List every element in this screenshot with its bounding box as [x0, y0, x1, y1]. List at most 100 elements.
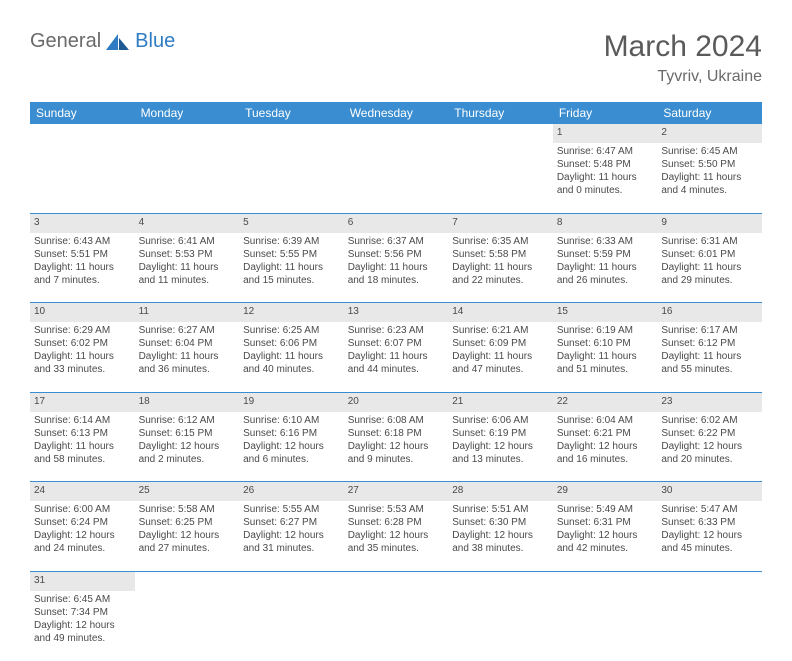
day-detail-line: and 36 minutes. — [139, 363, 236, 376]
day-number-cell: 18 — [135, 392, 240, 412]
day-number-cell: 19 — [239, 392, 344, 412]
day-cell — [239, 143, 344, 213]
day-detail-line: Sunrise: 6:23 AM — [348, 324, 445, 337]
month-title: March 2024 — [604, 30, 762, 64]
day-number-cell — [30, 124, 135, 143]
day-cell: Sunrise: 6:10 AMSunset: 6:16 PMDaylight:… — [239, 412, 344, 482]
day-number-cell: 10 — [30, 303, 135, 323]
day-number-cell: 8 — [553, 213, 658, 233]
day-detail-line: Daylight: 11 hours — [34, 440, 131, 453]
day-detail-line: Daylight: 11 hours — [661, 350, 758, 363]
day-detail-line: Daylight: 11 hours — [243, 261, 340, 274]
day-cell: Sunrise: 6:41 AMSunset: 5:53 PMDaylight:… — [135, 233, 240, 303]
day-number-cell: 25 — [135, 482, 240, 502]
day-detail-line: and 2 minutes. — [139, 453, 236, 466]
day-detail-line: Daylight: 11 hours — [661, 261, 758, 274]
day-detail-line: Daylight: 11 hours — [557, 350, 654, 363]
day-cell — [239, 591, 344, 661]
day-detail-line: Daylight: 11 hours — [34, 350, 131, 363]
day-number-cell — [657, 571, 762, 591]
day-number-cell: 17 — [30, 392, 135, 412]
day-number-cell: 30 — [657, 482, 762, 502]
day-data-row: Sunrise: 6:45 AMSunset: 7:34 PMDaylight:… — [30, 591, 762, 661]
day-number-cell: 1 — [553, 124, 658, 143]
day-detail-line: Sunrise: 5:47 AM — [661, 503, 758, 516]
day-number-cell: 15 — [553, 303, 658, 323]
day-detail-line: and 20 minutes. — [661, 453, 758, 466]
weekday-header: Friday — [553, 102, 658, 124]
day-cell: Sunrise: 6:08 AMSunset: 6:18 PMDaylight:… — [344, 412, 449, 482]
day-number-cell: 3 — [30, 213, 135, 233]
day-detail-line: and 13 minutes. — [452, 453, 549, 466]
day-cell: Sunrise: 6:27 AMSunset: 6:04 PMDaylight:… — [135, 322, 240, 392]
day-cell: Sunrise: 6:33 AMSunset: 5:59 PMDaylight:… — [553, 233, 658, 303]
day-detail-line: Daylight: 12 hours — [348, 529, 445, 542]
day-detail-line: Sunset: 6:31 PM — [557, 516, 654, 529]
weekday-header: Saturday — [657, 102, 762, 124]
day-cell: Sunrise: 5:53 AMSunset: 6:28 PMDaylight:… — [344, 501, 449, 571]
day-detail-line: Sunrise: 5:49 AM — [557, 503, 654, 516]
day-detail-line: and 49 minutes. — [34, 632, 131, 645]
day-number-cell: 5 — [239, 213, 344, 233]
day-detail-line: Sunrise: 6:43 AM — [34, 235, 131, 248]
day-detail-line: Sunset: 6:18 PM — [348, 427, 445, 440]
day-detail-line: and 22 minutes. — [452, 274, 549, 287]
daynum-row: 10111213141516 — [30, 303, 762, 323]
day-number-cell: 6 — [344, 213, 449, 233]
day-cell: Sunrise: 6:00 AMSunset: 6:24 PMDaylight:… — [30, 501, 135, 571]
day-detail-line: and 51 minutes. — [557, 363, 654, 376]
daynum-row: 12 — [30, 124, 762, 143]
day-detail-line: Sunset: 6:27 PM — [243, 516, 340, 529]
day-detail-line: Sunset: 6:10 PM — [557, 337, 654, 350]
brand-text-1: General — [30, 30, 101, 53]
day-detail-line: Sunset: 6:01 PM — [661, 248, 758, 261]
day-detail-line: Daylight: 12 hours — [243, 440, 340, 453]
day-detail-line: Sunrise: 6:19 AM — [557, 324, 654, 337]
day-detail-line: and 11 minutes. — [139, 274, 236, 287]
day-number-cell: 24 — [30, 482, 135, 502]
day-cell: Sunrise: 6:12 AMSunset: 6:15 PMDaylight:… — [135, 412, 240, 482]
day-cell — [657, 591, 762, 661]
day-detail-line: Sunrise: 5:51 AM — [452, 503, 549, 516]
day-detail-line: and 35 minutes. — [348, 542, 445, 555]
day-number-cell — [448, 571, 553, 591]
day-detail-line: Daylight: 12 hours — [139, 440, 236, 453]
day-cell: Sunrise: 6:37 AMSunset: 5:56 PMDaylight:… — [344, 233, 449, 303]
day-detail-line: Sunrise: 5:53 AM — [348, 503, 445, 516]
day-detail-line: Sunrise: 6:00 AM — [34, 503, 131, 516]
day-detail-line: and 38 minutes. — [452, 542, 549, 555]
day-detail-line: Daylight: 12 hours — [557, 529, 654, 542]
day-detail-line: Sunrise: 6:41 AM — [139, 235, 236, 248]
day-detail-line: Sunrise: 6:45 AM — [661, 145, 758, 158]
day-detail-line: Daylight: 12 hours — [139, 529, 236, 542]
day-detail-line: and 31 minutes. — [243, 542, 340, 555]
day-detail-line: Sunrise: 6:17 AM — [661, 324, 758, 337]
day-number-cell: 12 — [239, 303, 344, 323]
day-detail-line: Sunset: 6:33 PM — [661, 516, 758, 529]
day-detail-line: Daylight: 12 hours — [348, 440, 445, 453]
day-cell: Sunrise: 5:58 AMSunset: 6:25 PMDaylight:… — [135, 501, 240, 571]
day-number-cell — [239, 571, 344, 591]
day-number-cell — [239, 124, 344, 143]
day-cell — [30, 143, 135, 213]
day-cell — [448, 143, 553, 213]
day-cell: Sunrise: 6:06 AMSunset: 6:19 PMDaylight:… — [448, 412, 553, 482]
day-detail-line: Daylight: 11 hours — [452, 350, 549, 363]
day-detail-line: and 9 minutes. — [348, 453, 445, 466]
day-detail-line: Sunset: 6:15 PM — [139, 427, 236, 440]
day-detail-line: Sunset: 6:21 PM — [557, 427, 654, 440]
day-number-cell: 9 — [657, 213, 762, 233]
day-detail-line: Daylight: 11 hours — [348, 350, 445, 363]
day-detail-line: and 58 minutes. — [34, 453, 131, 466]
day-number-cell: 29 — [553, 482, 658, 502]
day-detail-line: Sunset: 6:09 PM — [452, 337, 549, 350]
day-cell: Sunrise: 5:51 AMSunset: 6:30 PMDaylight:… — [448, 501, 553, 571]
day-detail-line: Sunset: 6:30 PM — [452, 516, 549, 529]
day-detail-line: and 16 minutes. — [557, 453, 654, 466]
day-detail-line: Daylight: 12 hours — [557, 440, 654, 453]
day-detail-line: Sunrise: 6:04 AM — [557, 414, 654, 427]
day-detail-line: Daylight: 11 hours — [139, 350, 236, 363]
day-detail-line: Sunrise: 6:08 AM — [348, 414, 445, 427]
day-detail-line: Daylight: 11 hours — [34, 261, 131, 274]
day-detail-line: Sunrise: 6:29 AM — [34, 324, 131, 337]
